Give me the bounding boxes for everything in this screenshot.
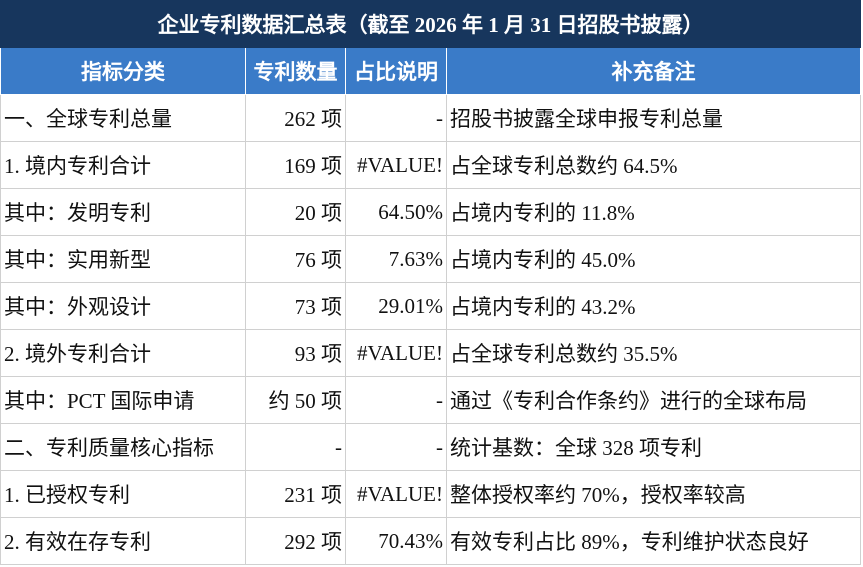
table-cell: 其中：外观设计 [0,282,246,330]
table-cell: 7.63% [345,235,447,283]
table-row: 其中：PCT 国际申请约 50 项 - 通过《专利合作条约》进行的全球布局 [0,376,861,424]
table-cell: - [245,423,346,471]
table-row: 1. 已授权专利 231 项 #VALUE! 整体授权率约 70%，授权率较高 [0,470,861,518]
table-cell: 占境内专利的 43.2% [446,282,861,330]
table-cell: 统计基数：全球 328 项专利 [446,423,861,471]
table-cell: 29.01% [345,282,447,330]
table-cell: - [345,423,447,471]
column-header: 指标分类 [0,47,246,95]
table-cell: 二、专利质量核心指标 [0,423,246,471]
column-header: 专利数量 [245,47,346,95]
table-cell: 292 项 [245,517,346,565]
table-cell: #VALUE! [345,470,447,518]
table-cell: 占境内专利的 45.0% [446,235,861,283]
table-cell: 73 项 [245,282,346,330]
table-cell: 2. 境外专利合计 [0,329,246,377]
table-cell: 1. 境内专利合计 [0,141,246,189]
table-cell: 231 项 [245,470,346,518]
table-row: 其中：发明专利 20 项 64.50% 占境内专利的 11.8% [0,188,861,236]
table-cell: 76 项 [245,235,346,283]
table-cell: 1. 已授权专利 [0,470,246,518]
table-cell: 其中：发明专利 [0,188,246,236]
table-cell: 20 项 [245,188,346,236]
table-cell: - [345,94,447,142]
table-cell: 2. 有效在存专利 [0,517,246,565]
table-row: 其中：外观设计 73 项 29.01% 占境内专利的 43.2% [0,282,861,330]
table-title: 企业专利数据汇总表（截至 2026 年 1 月 31 日招股书披露） [0,0,861,48]
table-row: 一、全球专利总量 262 项 - 招股书披露全球申报专利总量 [0,94,861,142]
column-header: 占比说明 [345,47,447,95]
table-cell: - [345,376,447,424]
table-cell: #VALUE! [345,329,447,377]
table-cell: 其中：PCT 国际申请 [0,376,246,424]
table-cell: 64.50% [345,188,447,236]
table-cell: 一、全球专利总量 [0,94,246,142]
table-cell: 其中：实用新型 [0,235,246,283]
header-row: 指标分类 专利数量 占比说明 补充备注 [0,47,861,95]
table-cell: 招股书披露全球申报专利总量 [446,94,861,142]
table-cell: 约 50 项 [245,376,346,424]
table-row: 2. 境外专利合计 93 项 #VALUE! 占全球专利总数约 35.5% [0,329,861,377]
table-cell: 93 项 [245,329,346,377]
table-row: 其中：实用新型 76 项 7.63% 占境内专利的 45.0% [0,235,861,283]
table-row: 2. 有效在存专利 292 项 70.43% 有效专利占比 89%，专利维护状态良好 [0,517,861,565]
table-cell: 通过《专利合作条约》进行的全球布局 [446,376,861,424]
table-cell: #VALUE! [345,141,447,189]
table-cell: 占全球专利总数约 35.5% [446,329,861,377]
table-cell: 占境内专利的 11.8% [446,188,861,236]
table-cell: 70.43% [345,517,447,565]
table-cell: 整体授权率约 70%，授权率较高 [446,470,861,518]
table-cell: 占全球专利总数约 64.5% [446,141,861,189]
table-row: 1. 境内专利合计 169 项 #VALUE! 占全球专利总数约 64.5% [0,141,861,189]
table-cell: 有效专利占比 89%，专利维护状态良好 [446,517,861,565]
table-row: 二、专利质量核心指标 - - 统计基数：全球 328 项专利 [0,423,861,471]
column-header: 补充备注 [446,47,861,95]
title-row: 企业专利数据汇总表（截至 2026 年 1 月 31 日招股书披露） [0,0,861,48]
table-cell: 169 项 [245,141,346,189]
table-cell: 262 项 [245,94,346,142]
